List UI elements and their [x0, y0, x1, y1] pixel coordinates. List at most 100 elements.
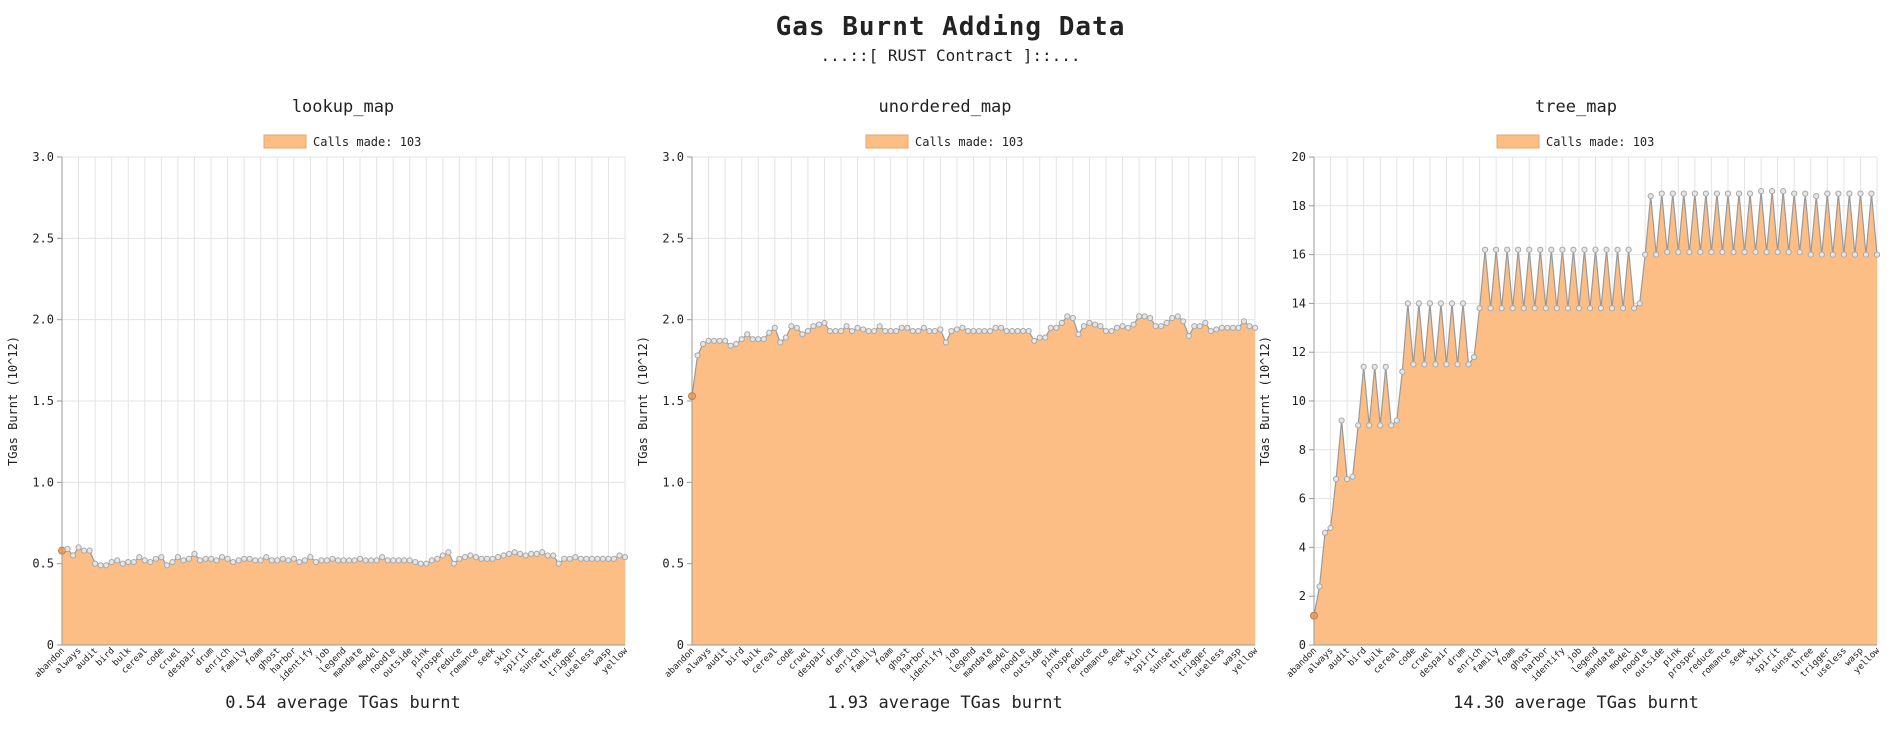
data-point — [158, 554, 165, 561]
y-axis-label: TGas Burnt (10^12) — [6, 336, 20, 466]
data-point — [1332, 475, 1340, 483]
data-point — [185, 555, 193, 562]
data-point — [871, 327, 878, 335]
data-point — [296, 558, 303, 566]
data-point — [174, 554, 182, 561]
data-point — [169, 558, 176, 566]
data-point — [152, 555, 159, 562]
y-tick-label: 2.5 — [32, 231, 54, 245]
data-point — [1421, 361, 1428, 368]
data-point — [860, 326, 867, 333]
data-point — [882, 327, 889, 335]
page-subtitle: ...::[ RUST Contract ]::... — [820, 46, 1081, 65]
data-point — [1493, 246, 1500, 253]
data-point — [876, 323, 883, 330]
data-point — [1796, 249, 1803, 256]
data-point — [898, 324, 905, 331]
data-point — [865, 327, 872, 335]
data-point — [738, 336, 745, 343]
data-point — [550, 552, 557, 559]
y-tick-label: 0 — [47, 638, 54, 652]
y-tick-label: 8 — [1299, 443, 1306, 457]
data-point — [1669, 190, 1676, 197]
data-point — [981, 327, 988, 335]
data-point — [699, 340, 707, 348]
y-axis-label: TGas Burnt (10^12) — [1258, 336, 1272, 466]
data-point — [384, 557, 391, 564]
data-point — [1091, 321, 1099, 328]
data-point — [505, 550, 513, 558]
data-point — [583, 555, 590, 562]
data-point — [1448, 300, 1456, 307]
data-point — [555, 560, 562, 567]
data-point — [494, 554, 502, 561]
data-point — [1152, 323, 1159, 330]
data-point — [887, 327, 894, 335]
data-point — [64, 545, 71, 553]
data-point — [340, 557, 347, 564]
y-tick-label: 2.5 — [662, 231, 684, 245]
data-point — [1382, 363, 1389, 370]
data-point — [1664, 249, 1671, 256]
data-point — [1366, 422, 1373, 429]
data-point — [356, 555, 364, 562]
chart-footer: 1.93 average TGas burnt — [827, 693, 1062, 713]
data-point — [196, 557, 204, 564]
data-point — [1741, 249, 1748, 256]
data-point — [1487, 305, 1494, 312]
data-point — [1119, 323, 1126, 330]
data-point — [439, 552, 446, 559]
data-point — [1719, 249, 1726, 256]
series-area — [62, 547, 625, 645]
data-point — [1053, 324, 1060, 331]
data-point — [450, 560, 457, 567]
data-point — [953, 326, 961, 333]
legend-label: Calls made: 103 — [313, 135, 421, 149]
data-point — [1542, 305, 1549, 312]
data-point — [561, 555, 568, 562]
data-point — [793, 324, 800, 331]
y-tick-label: 3.0 — [662, 150, 684, 164]
data-point — [848, 327, 856, 335]
data-point — [301, 557, 308, 564]
chart-tree_map: tree_map Calls made: 103 0 2 4 6 8 10 12 14 16 18 20… — [1258, 97, 1883, 713]
y-tick-label: 0 — [677, 638, 684, 652]
data-point — [1846, 190, 1853, 197]
data-point — [1399, 368, 1406, 375]
data-point — [1327, 524, 1334, 531]
chart-unordered_map: unordered_map Calls made: 103 0 0.5 1.0 1.5 2.… — [636, 97, 1261, 713]
data-point — [1608, 305, 1616, 312]
legend-swatch — [263, 134, 307, 149]
data-point — [810, 323, 817, 330]
data-point — [528, 550, 535, 558]
data-point — [909, 327, 916, 335]
data-point — [1548, 246, 1555, 253]
data-point — [92, 560, 99, 567]
data-point — [406, 557, 413, 564]
data-point — [390, 557, 397, 564]
data-point — [379, 554, 386, 561]
data-point — [1829, 251, 1836, 258]
data-point — [942, 339, 950, 346]
data-point — [312, 558, 319, 566]
data-point — [1426, 300, 1434, 307]
data-point — [799, 331, 806, 338]
data-point — [1113, 324, 1121, 331]
data-point — [1355, 422, 1362, 429]
data-point — [937, 326, 944, 333]
data-point — [1559, 246, 1566, 253]
data-point — [1862, 251, 1870, 258]
data-point — [1207, 327, 1214, 335]
data-point — [1691, 190, 1698, 197]
data-point — [594, 555, 601, 562]
data-point — [290, 555, 297, 562]
data-point — [1229, 324, 1237, 331]
data-point — [1868, 190, 1875, 197]
data-point — [1708, 249, 1715, 256]
data-point — [500, 552, 507, 559]
data-point — [588, 555, 595, 562]
data-point — [230, 558, 237, 566]
data-point — [826, 327, 834, 335]
data-point — [1802, 190, 1809, 197]
data-point — [843, 323, 850, 330]
